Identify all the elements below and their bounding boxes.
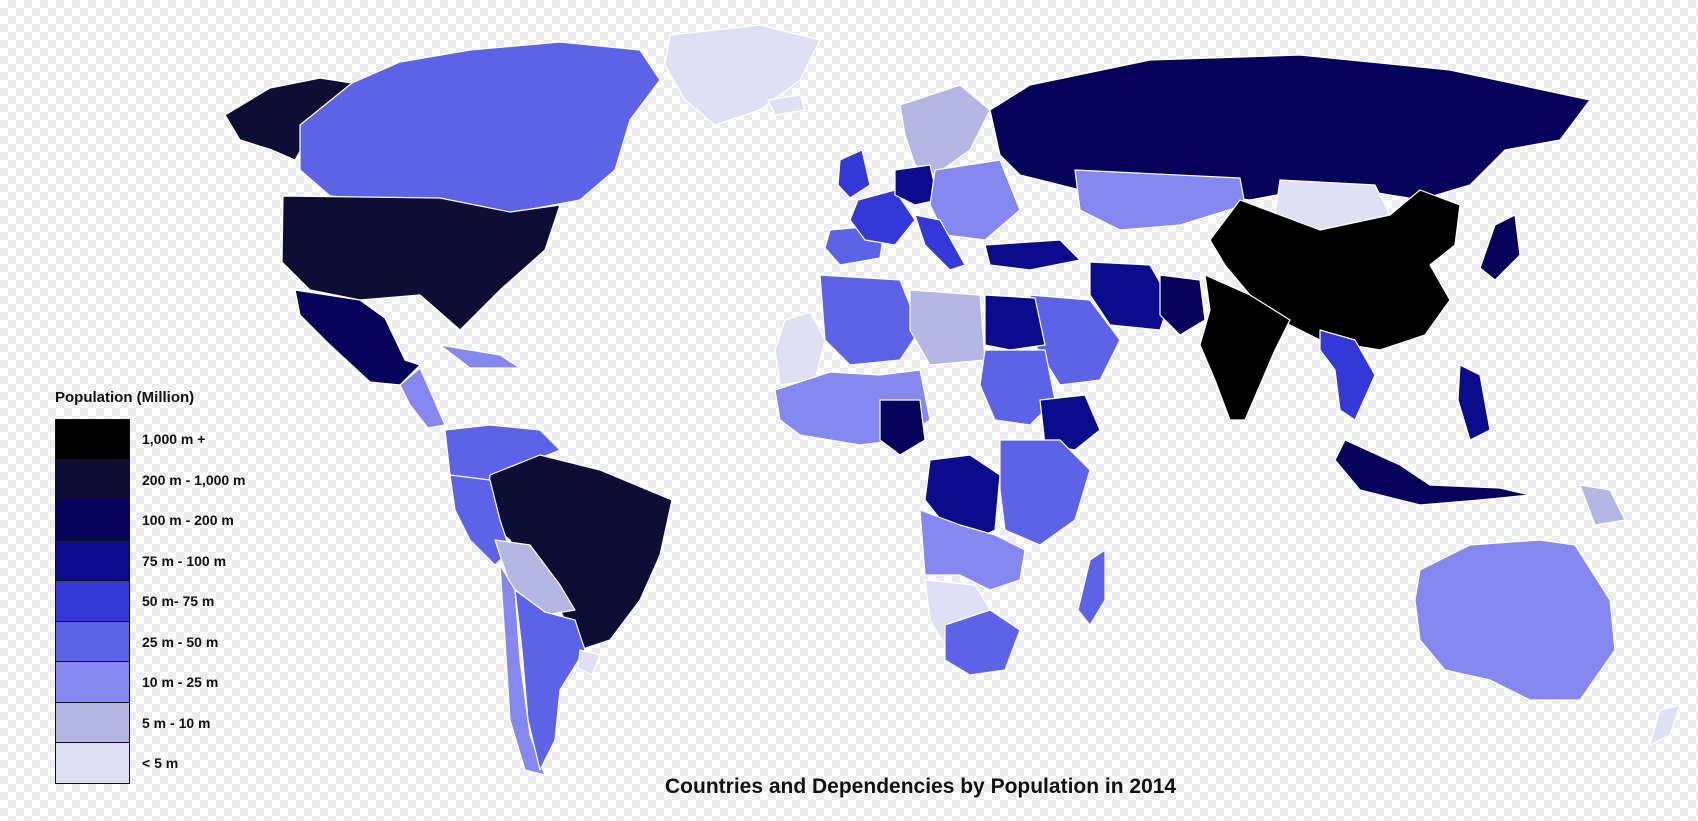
region-egypt (984, 294, 1046, 351)
region-germany (894, 164, 939, 206)
legend-label: 75 m - 100 m (142, 552, 227, 569)
region-russia (989, 54, 1591, 201)
legend-title: Population (Million) (55, 389, 195, 406)
region-iran (1089, 261, 1171, 331)
region-greenland (664, 24, 821, 126)
region-turkey (984, 239, 1081, 271)
legend-item: 75 m - 100 m (55, 540, 246, 581)
legend-swatch (55, 621, 130, 662)
region-united-states (281, 195, 561, 331)
legend-item: 200 m - 1,000 m (55, 459, 246, 500)
legend-item: 5 m - 10 m (55, 702, 246, 743)
region-indonesia (1334, 439, 1531, 506)
region-kazakhstan (1074, 169, 1246, 231)
legend: Population (Million) 1,000 m + 200 m - 1,… (55, 389, 246, 784)
region-east-africa (999, 439, 1091, 546)
region-argentina (514, 589, 586, 771)
region-uruguay (577, 649, 601, 676)
region-western-sahara (774, 311, 826, 386)
legend-item: 10 m - 25 m (55, 662, 246, 703)
region-papua-new-guinea (1579, 484, 1626, 526)
region-chile (499, 564, 546, 776)
legend-label: 50 m- 75 m (142, 593, 215, 610)
region-ethiopia (1039, 394, 1101, 451)
region-myanmar-thailand (1319, 329, 1376, 421)
region-angola-zambia (919, 509, 1026, 591)
legend-item: 100 m - 200 m (55, 500, 246, 541)
region-brazil (484, 454, 673, 651)
legend-item: < 5 m (55, 743, 246, 784)
region-united-kingdom (837, 149, 871, 199)
legend-label: 10 m - 25 m (142, 674, 219, 691)
region-japan (1479, 214, 1521, 281)
legend-label: 200 m - 1,000 m (142, 471, 246, 488)
region-south-africa (944, 609, 1021, 676)
region-canada (299, 41, 661, 216)
region-sudan (979, 349, 1056, 426)
region-central-america (399, 367, 446, 429)
region-india (1199, 274, 1291, 421)
region-mexico (294, 289, 421, 386)
legend-swatch (55, 662, 130, 703)
region-pakistan (1159, 274, 1206, 336)
legend-item: 25 m - 50 m (55, 621, 246, 662)
legend-swatch (55, 743, 130, 784)
region-new-zealand (1649, 704, 1681, 746)
map-title: Countries and Dependencies by Population… (665, 775, 1177, 798)
legend-swatch (55, 500, 130, 541)
legend-label: 100 m - 200 m (142, 512, 234, 529)
region-caribbean (439, 344, 521, 369)
region-scandinavia (899, 84, 991, 176)
legend-item: 50 m- 75 m (55, 581, 246, 622)
region-algeria (819, 274, 921, 366)
legend-label: < 5 m (142, 755, 179, 772)
legend-label: 5 m - 10 m (142, 714, 211, 731)
legend-swatch (55, 581, 130, 622)
region-italy (914, 214, 966, 271)
region-philippines (1457, 364, 1491, 441)
region-australia (1414, 539, 1616, 701)
legend-swatch (55, 540, 130, 581)
region-nigeria (879, 399, 926, 456)
legend-swatch (55, 459, 130, 500)
region-central-europe (929, 159, 1021, 241)
region-madagascar (1077, 549, 1106, 626)
region-iceland (767, 94, 806, 116)
region-libya (909, 289, 986, 366)
legend-label: 1,000 m + (142, 431, 206, 448)
legend-swatch (55, 702, 130, 743)
legend-item: 1,000 m + (55, 419, 246, 460)
legend-swatch (55, 419, 130, 460)
legend-label: 25 m - 50 m (142, 633, 219, 650)
